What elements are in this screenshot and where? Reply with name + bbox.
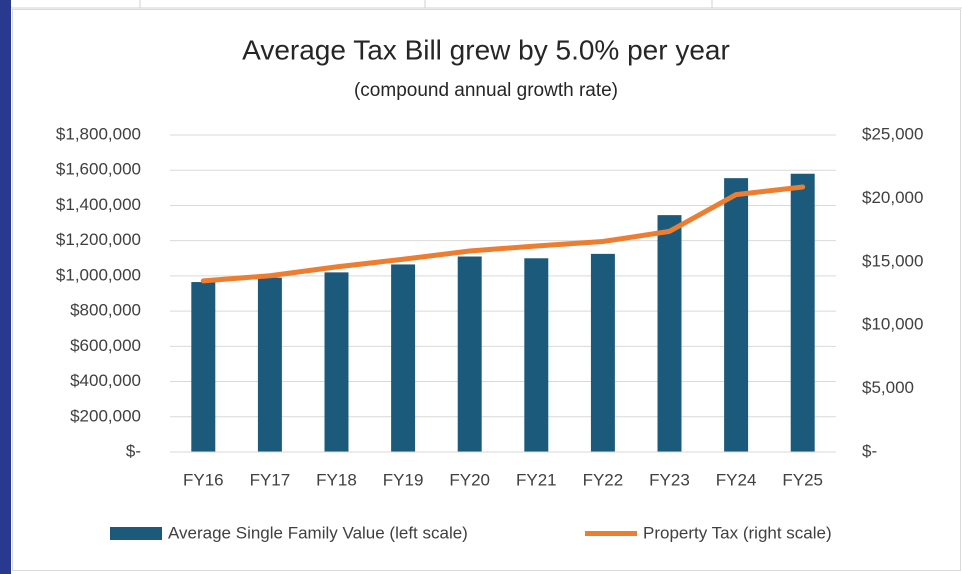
y2-tick-label: $5,000 [862, 378, 914, 397]
bar [257, 277, 282, 452]
y-tick-label: $1,000,000 [56, 265, 141, 284]
chart-border [12, 9, 961, 571]
bar [590, 253, 615, 452]
bar [524, 258, 549, 452]
x-tick-label: FY17 [250, 470, 291, 489]
legend-swatch [110, 527, 162, 540]
line [200, 184, 806, 284]
bar [191, 282, 216, 452]
chart-title: Average Tax Bill grew by 5.0% per year [242, 34, 730, 65]
y2-tick-label: $20,000 [862, 188, 923, 207]
x-tick-label: FY23 [649, 470, 690, 489]
y-tick-label: $- [126, 441, 141, 460]
legend-label: Average Single Family Value (left scale) [168, 523, 468, 542]
x-tick-label: FY18 [316, 470, 357, 489]
x-tick-label: FY20 [449, 470, 490, 489]
y-tick-label: $1,600,000 [56, 160, 141, 179]
x-tick-label: FY25 [782, 470, 823, 489]
window-edge [0, 0, 11, 574]
chart-subtitle: (compound annual growth rate) [354, 80, 618, 101]
bar [724, 178, 749, 452]
y-tick-label: $800,000 [70, 301, 141, 320]
y-tick-label: $600,000 [70, 336, 141, 355]
y2-tick-label: $- [862, 441, 877, 460]
bar [391, 264, 416, 452]
x-tick-label: FY21 [516, 470, 557, 489]
y2-tick-label: $25,000 [862, 124, 923, 143]
x-tick-label: FY24 [716, 470, 757, 489]
y-tick-label: $400,000 [70, 371, 141, 390]
bar [790, 173, 815, 452]
y-tick-label: $1,400,000 [56, 195, 141, 214]
x-tick-label: FY16 [183, 470, 224, 489]
x-tick-label: FY22 [583, 470, 624, 489]
x-tick-label: FY19 [383, 470, 424, 489]
y2-tick-label: $15,000 [862, 251, 923, 270]
y2-tick-label: $10,000 [862, 315, 923, 334]
legend-label: Property Tax (right scale) [643, 523, 832, 542]
y-tick-label: $200,000 [70, 406, 141, 425]
bar [324, 272, 349, 452]
y-tick-label: $1,200,000 [56, 230, 141, 249]
bar [457, 256, 482, 452]
y-tick-label: $1,800,000 [56, 124, 141, 143]
bar [657, 215, 682, 452]
